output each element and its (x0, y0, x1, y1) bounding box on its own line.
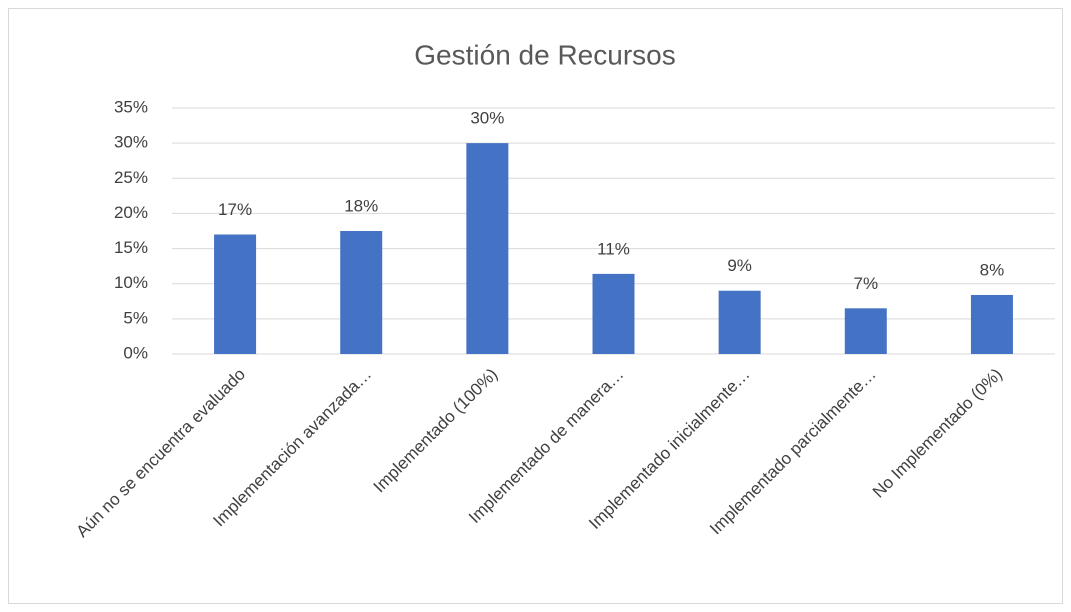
bar (466, 143, 509, 354)
data-label: 8% (980, 260, 1005, 279)
y-tick-label: 5% (123, 308, 148, 327)
y-tick-label: 20% (114, 203, 148, 222)
y-tick-label: 10% (114, 273, 148, 292)
data-label: 18% (344, 196, 378, 215)
chart-title: Gestión de Recursos (414, 39, 675, 70)
bar (592, 273, 635, 354)
data-label: 30% (470, 109, 504, 128)
y-tick-label: 35% (114, 97, 148, 116)
y-tick-label: 30% (114, 133, 148, 152)
data-label: 9% (727, 256, 752, 275)
y-tick-label: 0% (123, 343, 148, 362)
bar (844, 308, 887, 354)
bar (214, 234, 257, 354)
y-tick-label: 15% (114, 238, 148, 257)
data-label: 7% (853, 274, 878, 293)
bar (970, 294, 1013, 354)
y-tick-label: 25% (114, 168, 148, 187)
chart-border (8, 8, 1063, 604)
data-label: 17% (218, 200, 252, 219)
bar (340, 231, 383, 354)
data-label: 11% (597, 239, 630, 258)
bar (718, 290, 761, 354)
